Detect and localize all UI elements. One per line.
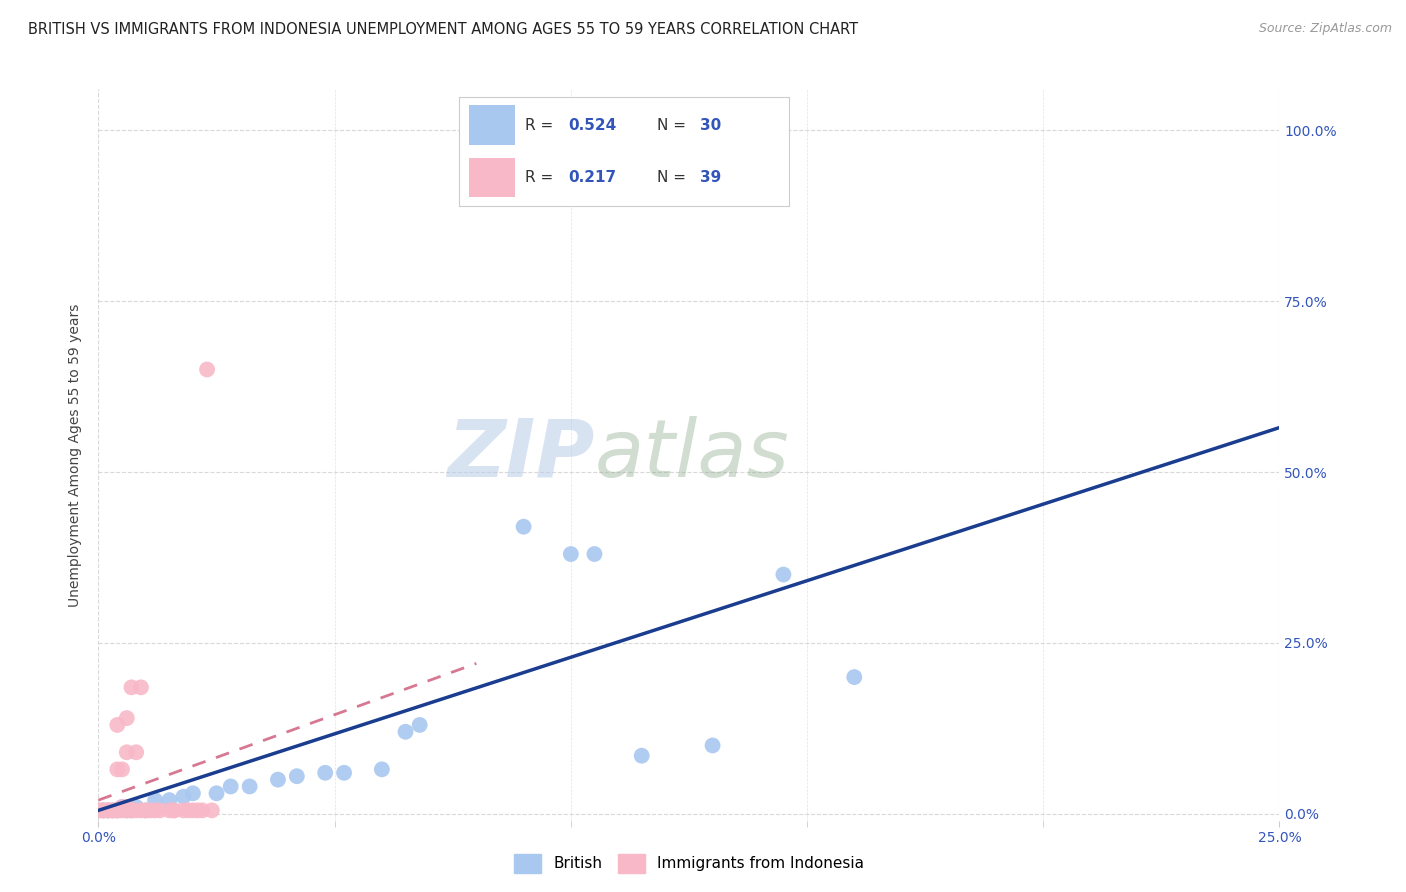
Point xyxy=(191,804,214,818)
Point xyxy=(125,800,148,814)
Point xyxy=(489,123,512,137)
Point xyxy=(115,804,138,818)
Point xyxy=(333,765,356,780)
Point xyxy=(163,804,186,818)
Point xyxy=(105,763,128,777)
Point xyxy=(115,800,138,814)
Point xyxy=(97,804,120,818)
Point xyxy=(239,780,262,794)
Point xyxy=(105,718,128,732)
Point xyxy=(129,681,152,695)
Point xyxy=(219,780,242,794)
Point xyxy=(181,786,204,800)
Point xyxy=(101,804,124,818)
Point xyxy=(195,362,218,376)
Point xyxy=(630,748,652,763)
Point xyxy=(121,804,143,818)
Point xyxy=(177,804,200,818)
Point xyxy=(129,804,152,818)
Point xyxy=(205,786,228,800)
Point xyxy=(172,804,194,818)
Point xyxy=(87,804,110,818)
Point xyxy=(111,763,134,777)
Point xyxy=(201,804,224,818)
Point xyxy=(115,745,138,759)
Text: BRITISH VS IMMIGRANTS FROM INDONESIA UNEMPLOYMENT AMONG AGES 55 TO 59 YEARS CORR: BRITISH VS IMMIGRANTS FROM INDONESIA UNE… xyxy=(28,22,858,37)
Point xyxy=(91,804,114,818)
Point xyxy=(105,804,128,818)
Legend: British, Immigrants from Indonesia: British, Immigrants from Indonesia xyxy=(508,848,870,879)
Point xyxy=(512,519,534,533)
Point xyxy=(97,804,120,818)
Point xyxy=(371,763,394,777)
Point xyxy=(135,804,157,818)
Point xyxy=(91,804,114,818)
Point xyxy=(105,804,128,818)
Point xyxy=(121,681,143,695)
Point xyxy=(125,804,148,818)
Text: Source: ZipAtlas.com: Source: ZipAtlas.com xyxy=(1258,22,1392,36)
Point xyxy=(844,670,866,684)
Point xyxy=(139,804,162,818)
Point xyxy=(267,772,290,787)
Point xyxy=(125,745,148,759)
Point xyxy=(91,804,114,818)
Point xyxy=(101,804,124,818)
Point xyxy=(314,765,336,780)
Y-axis label: Unemployment Among Ages 55 to 59 years: Unemployment Among Ages 55 to 59 years xyxy=(69,303,83,607)
Point xyxy=(149,804,172,818)
Point xyxy=(111,804,134,818)
Point xyxy=(105,804,128,818)
Text: ZIP: ZIP xyxy=(447,416,595,494)
Point xyxy=(157,804,180,818)
Point xyxy=(143,793,166,807)
Point xyxy=(163,804,186,818)
Point xyxy=(181,804,204,818)
Point xyxy=(157,793,180,807)
Point xyxy=(285,769,308,783)
Point xyxy=(115,804,138,818)
Point xyxy=(111,800,134,814)
Point xyxy=(187,804,209,818)
Point xyxy=(172,789,194,804)
Point xyxy=(111,800,134,814)
Point xyxy=(115,711,138,725)
Point xyxy=(135,804,157,818)
Point xyxy=(702,739,724,753)
Point xyxy=(394,724,416,739)
Point xyxy=(143,804,166,818)
Point xyxy=(101,804,124,818)
Point xyxy=(560,547,582,561)
Point xyxy=(408,718,430,732)
Point xyxy=(121,804,143,818)
Point xyxy=(87,804,110,818)
Point xyxy=(583,547,606,561)
Text: atlas: atlas xyxy=(595,416,789,494)
Point xyxy=(772,567,794,582)
Point xyxy=(97,804,120,818)
